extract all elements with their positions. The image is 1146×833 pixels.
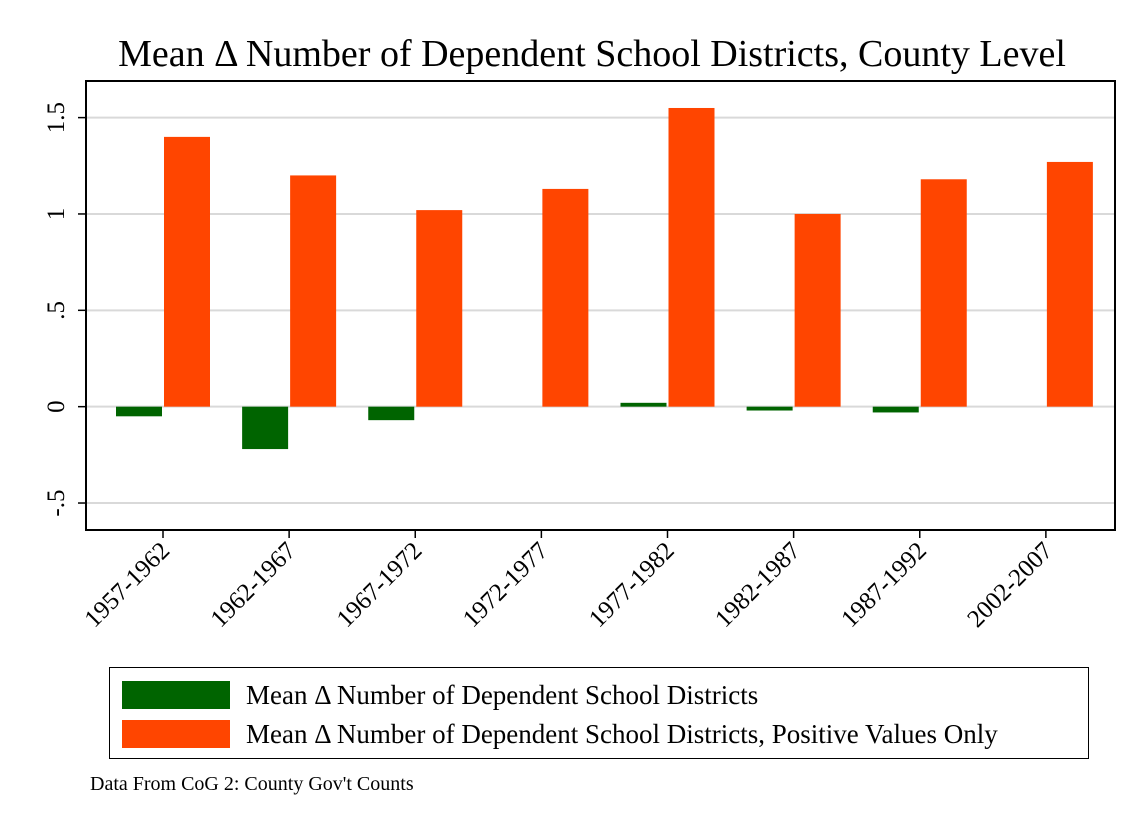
source-note: Data From CoG 2: County Gov't Counts <box>90 773 414 795</box>
bar-mean-change <box>242 406 289 450</box>
bar-mean-change <box>872 406 919 413</box>
plot-frame <box>85 80 1116 531</box>
legend-label: Mean Δ Number of Dependent School Distri… <box>246 679 759 710</box>
bar-mean-change <box>746 406 793 411</box>
bar-positive-only <box>290 175 337 407</box>
x-tick-label: 1982-1987 <box>710 537 806 633</box>
y-tick-label: .5 <box>43 301 70 320</box>
bar-positive-only <box>416 210 463 407</box>
y-tick-label: 1 <box>43 208 70 221</box>
bar-positive-only <box>1046 161 1093 407</box>
legend-item-series-2: Mean Δ Number of Dependent School Distri… <box>122 719 998 749</box>
chart: Mean Δ Number of Dependent School Distri… <box>43 33 1116 633</box>
bar-mean-change <box>620 402 667 407</box>
bar-positive-only <box>542 188 589 407</box>
legend-item-series-1: Mean Δ Number of Dependent School Distri… <box>122 680 758 710</box>
x-tick-label: 1977-1982 <box>584 537 680 633</box>
legend-label: Mean Δ Number of Dependent School Distri… <box>246 718 998 749</box>
y-tick-label: -.5 <box>43 489 70 516</box>
legend-swatch-green <box>122 681 230 709</box>
bar-positive-only <box>920 179 967 407</box>
x-tick-label: 1967-1972 <box>332 537 428 633</box>
bar-mean-change <box>368 406 415 421</box>
x-tick-label: 1987-1992 <box>836 537 932 633</box>
x-tick-label: 1957-1962 <box>80 537 176 633</box>
y-tick-label: 0 <box>43 400 70 413</box>
legend: Mean Δ Number of Dependent School Distri… <box>109 667 1089 759</box>
y-tick-label: 1.5 <box>43 102 70 133</box>
bar-mean-change <box>116 406 162 417</box>
bar-positive-only <box>794 213 841 407</box>
bar-positive-only <box>164 136 210 407</box>
x-tick-label: 2002-2007 <box>962 537 1058 633</box>
bar-positive-only <box>668 107 715 407</box>
legend-swatch-orange <box>122 720 230 748</box>
x-tick-label: 1962-1967 <box>206 537 302 633</box>
x-tick-label: 1972-1977 <box>458 537 554 633</box>
chart-title: Mean Δ Number of Dependent School Distri… <box>118 33 1066 75</box>
